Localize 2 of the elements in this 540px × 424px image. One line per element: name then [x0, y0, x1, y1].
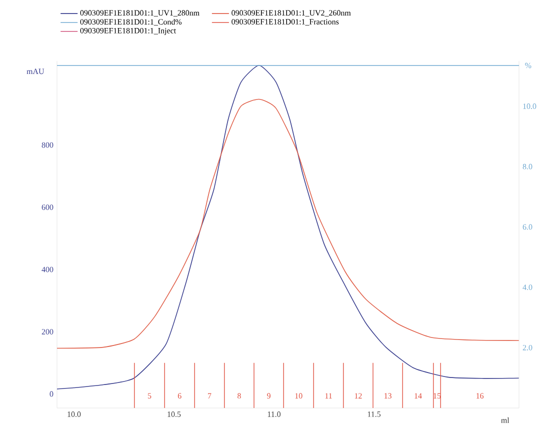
line-series: [56, 64, 520, 390]
line-series: [56, 98, 520, 349]
